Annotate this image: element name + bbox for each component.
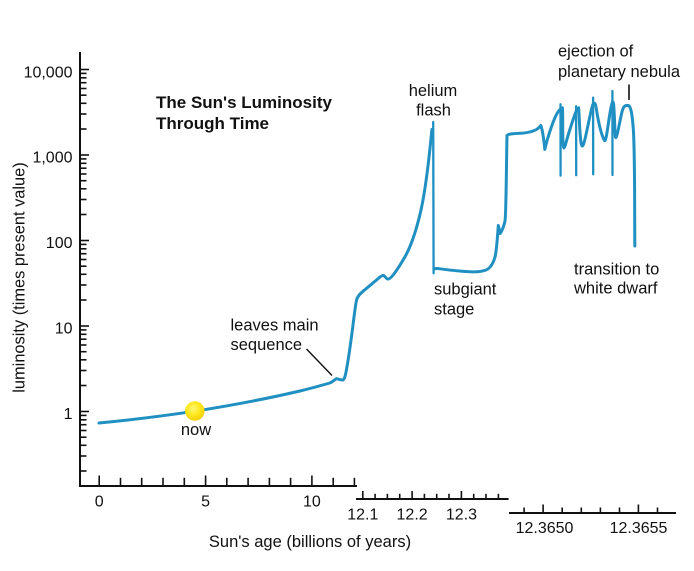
svg-text:5: 5 (201, 494, 210, 511)
svg-text:12.3: 12.3 (446, 507, 477, 524)
svg-text:10: 10 (303, 494, 321, 511)
svg-text:sequence: sequence (231, 336, 303, 354)
svg-text:1: 1 (64, 406, 73, 423)
svg-text:10,000: 10,000 (24, 65, 73, 82)
svg-text:luminosity (times present valu: luminosity (times present value) (11, 162, 29, 392)
svg-text:planetary nebula: planetary nebula (558, 63, 681, 81)
svg-text:0: 0 (95, 494, 104, 511)
svg-text:helium: helium (409, 82, 458, 100)
svg-text:ejection of: ejection of (558, 43, 634, 61)
svg-text:100: 100 (46, 235, 73, 252)
svg-text:stage: stage (434, 301, 474, 319)
svg-text:12.1: 12.1 (347, 507, 378, 524)
svg-text:1,000: 1,000 (32, 150, 72, 167)
svg-text:12.3655: 12.3655 (610, 520, 668, 537)
svg-text:12.2: 12.2 (397, 507, 428, 524)
svg-text:subgiant: subgiant (434, 281, 497, 299)
svg-text:10: 10 (55, 321, 73, 338)
svg-text:The Sun's Luminosity: The Sun's Luminosity (156, 93, 332, 112)
svg-text:flash: flash (416, 102, 451, 120)
svg-text:Sun's age (billions of years): Sun's age (billions of years) (209, 533, 411, 551)
svg-text:leaves main: leaves main (231, 317, 319, 335)
svg-text:12.3650: 12.3650 (516, 520, 574, 537)
svg-text:transition to: transition to (574, 261, 659, 279)
svg-text:white dwarf: white dwarf (573, 280, 658, 298)
svg-text:now: now (181, 421, 211, 439)
svg-text:Through Time: Through Time (156, 114, 269, 133)
